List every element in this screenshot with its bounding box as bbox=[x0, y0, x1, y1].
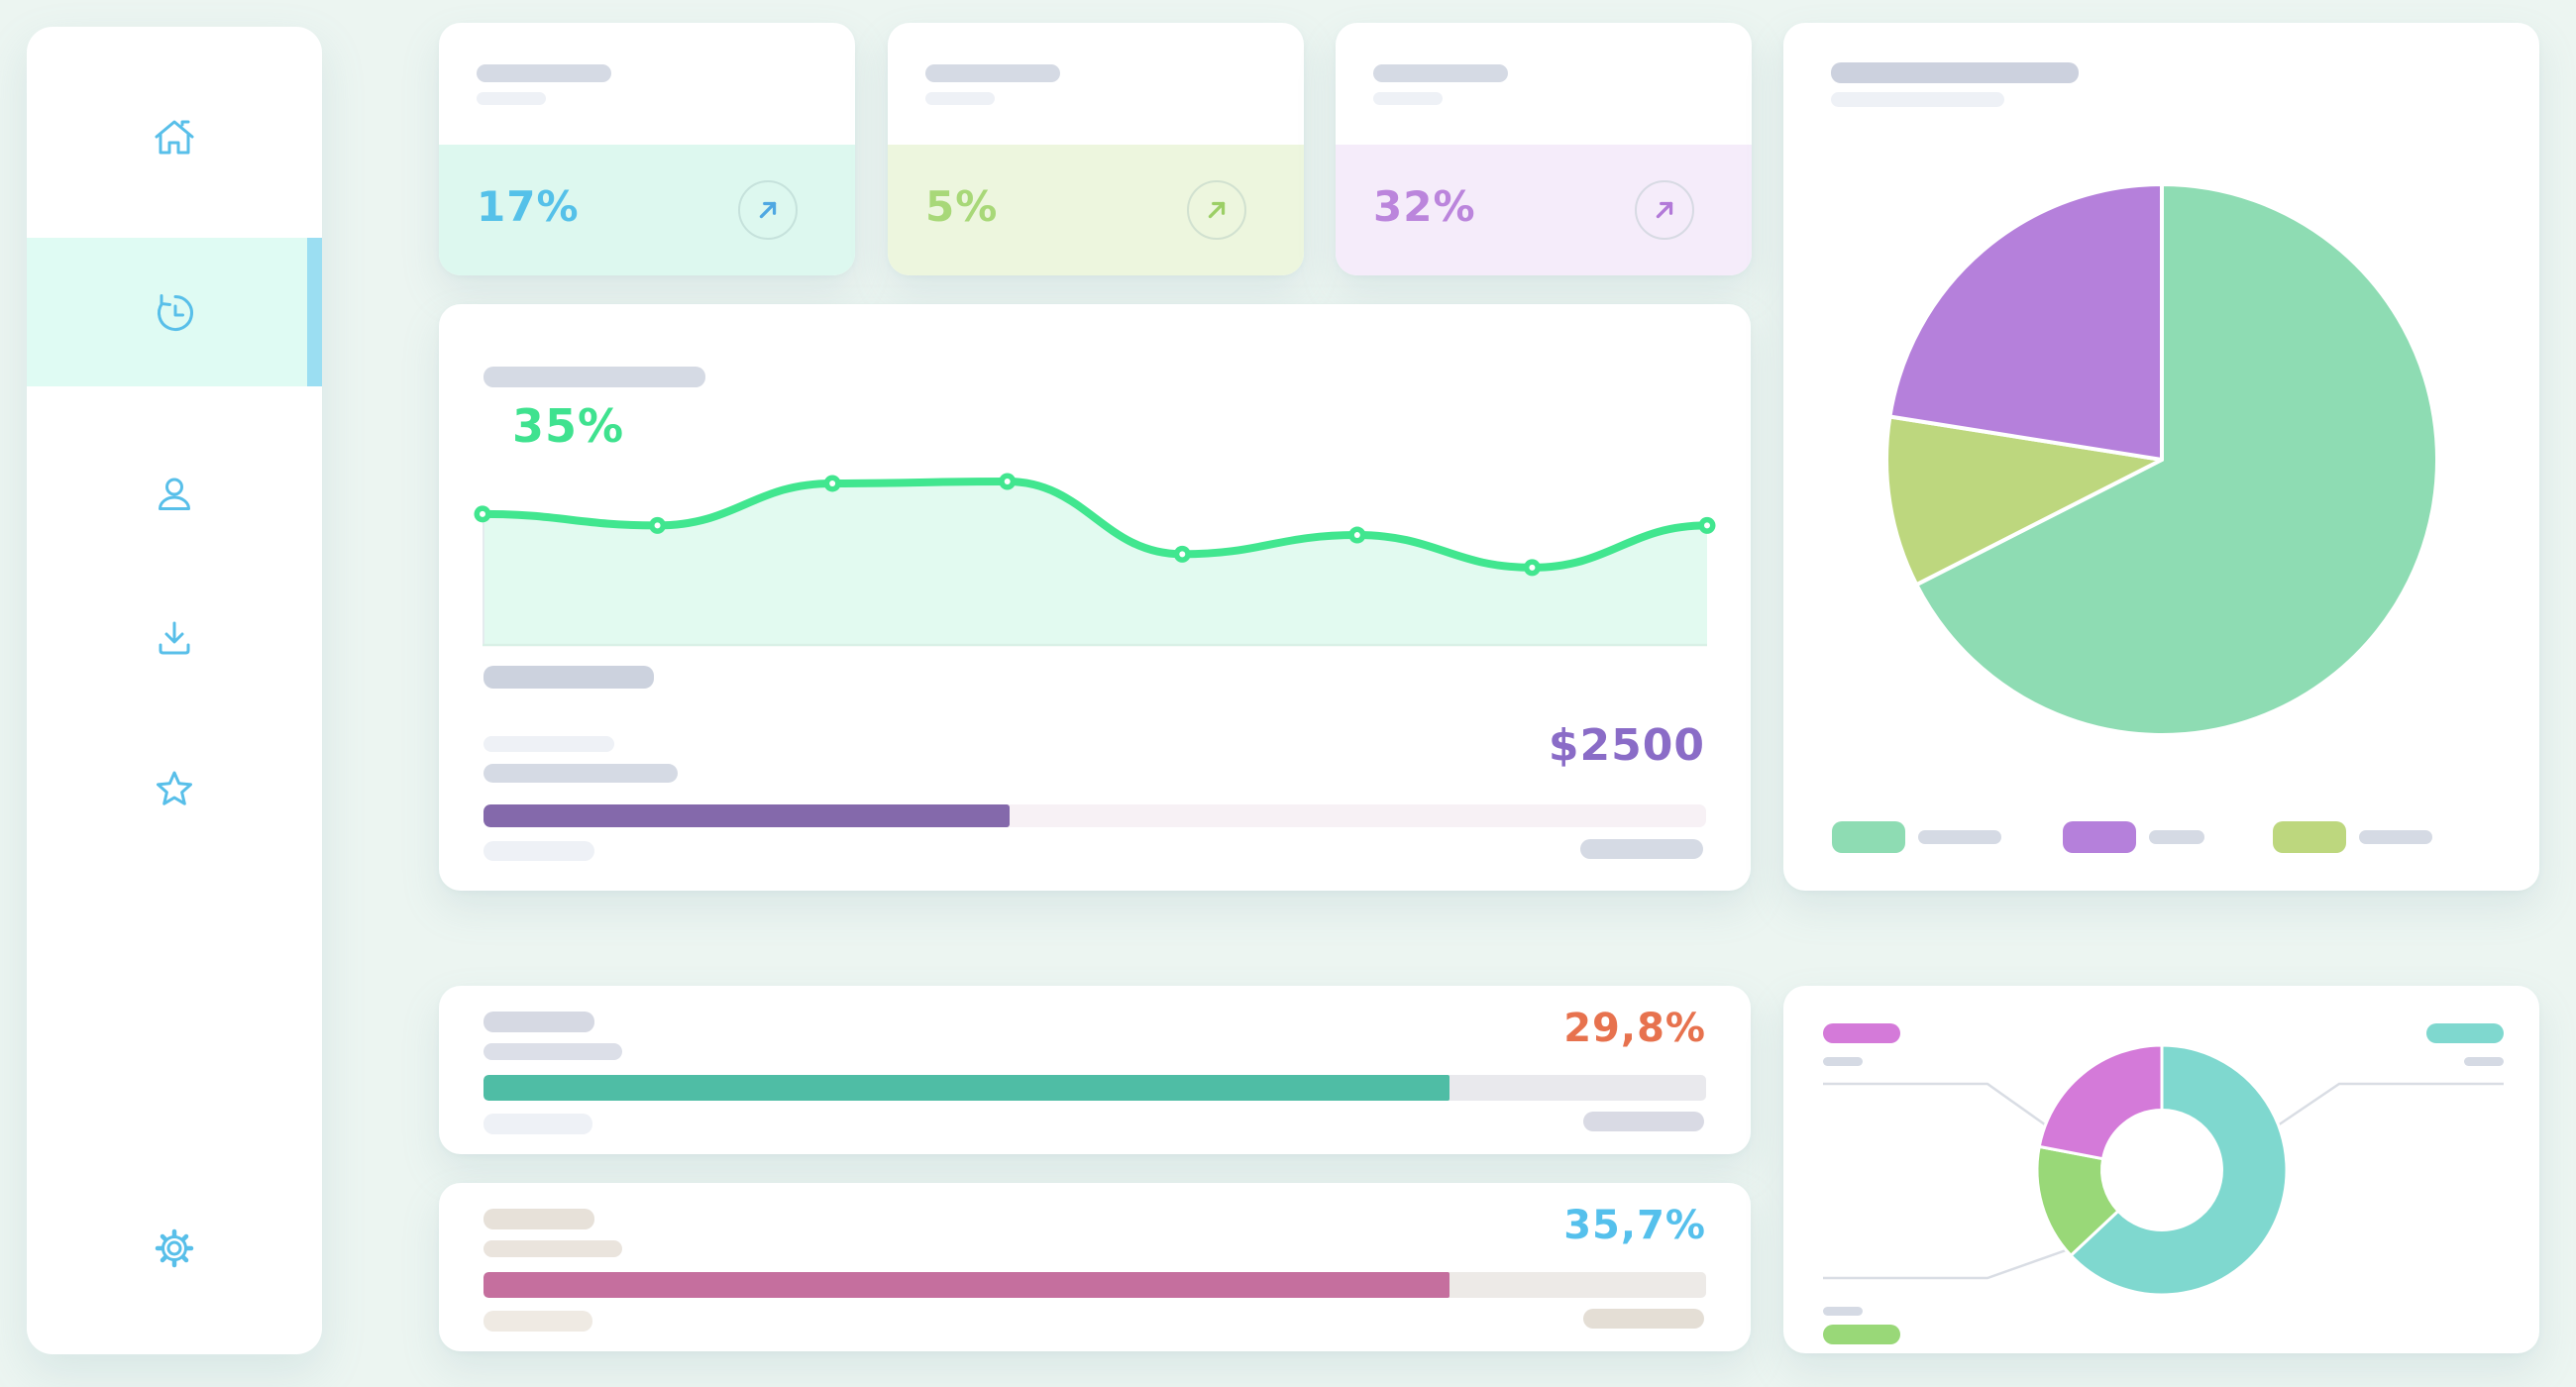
placeholder-bar bbox=[1583, 1112, 1704, 1131]
placeholder-bar bbox=[1373, 64, 1508, 82]
legend-label-placeholder bbox=[1918, 830, 2001, 844]
legend-label-placeholder bbox=[2359, 830, 2432, 844]
sidebar-item-downloads[interactable] bbox=[27, 565, 322, 713]
placeholder-bar bbox=[925, 64, 1060, 82]
legend-item bbox=[2063, 821, 2241, 855]
metric-progress-fill bbox=[483, 1272, 1449, 1298]
star-icon bbox=[157, 771, 192, 805]
stat-value: 17% bbox=[477, 182, 580, 231]
placeholder-bar bbox=[483, 1240, 622, 1257]
placeholder-bar bbox=[483, 764, 678, 783]
legend-swatch-purple bbox=[2063, 821, 2136, 853]
pie-chart-card bbox=[1783, 23, 2539, 891]
stat-highlight: 17% bbox=[439, 145, 855, 275]
stat-trend-button[interactable] bbox=[1187, 180, 1246, 240]
legend-label-placeholder bbox=[1823, 1307, 1863, 1316]
amount-value: $2500 bbox=[1548, 720, 1705, 771]
metric-progress-fill bbox=[483, 1075, 1449, 1101]
home-icon bbox=[155, 120, 194, 155]
placeholder-bar bbox=[925, 92, 995, 105]
stat-card-3: 32% bbox=[1336, 23, 1752, 275]
legend-item bbox=[1832, 821, 2050, 855]
legend-connector-line bbox=[1823, 1247, 2070, 1280]
placeholder-bar bbox=[483, 1209, 594, 1229]
sidebar-item-profile[interactable] bbox=[27, 421, 322, 570]
stat-value: 5% bbox=[925, 182, 999, 231]
metric-value: 29,8% bbox=[1563, 1006, 1706, 1051]
placeholder-bar bbox=[483, 1043, 622, 1060]
stat-value: 32% bbox=[1373, 182, 1476, 231]
placeholder-bar bbox=[477, 92, 546, 105]
gear-icon bbox=[155, 1228, 194, 1268]
legend-connector-line bbox=[1823, 1082, 2050, 1129]
legend-label-placeholder bbox=[1823, 1057, 1863, 1066]
legend-label-placeholder bbox=[2464, 1057, 2504, 1066]
donut-chart bbox=[1823, 1043, 2504, 1297]
arrow-up-right-icon bbox=[1208, 201, 1226, 219]
placeholder-bar bbox=[483, 736, 614, 752]
history-icon bbox=[157, 294, 193, 331]
trend-card: 35% $2500 bbox=[439, 304, 1751, 891]
placeholder-bar bbox=[1583, 1309, 1704, 1329]
stat-card-2: 5% bbox=[888, 23, 1304, 275]
legend-connector-line bbox=[2274, 1082, 2504, 1129]
placeholder-bar bbox=[1373, 92, 1443, 105]
metric-card-a: 29,8% bbox=[439, 986, 1751, 1154]
placeholder-bar bbox=[477, 64, 611, 82]
legend-label-placeholder bbox=[2149, 830, 2204, 844]
legend-swatch-magenta bbox=[1823, 1023, 1900, 1043]
budget-progress-fill bbox=[483, 804, 1010, 827]
sidebar-item-favorites[interactable] bbox=[27, 713, 322, 862]
stat-highlight: 5% bbox=[888, 145, 1304, 275]
placeholder-bar bbox=[483, 367, 705, 387]
metric-progress-bar bbox=[483, 1272, 1706, 1298]
placeholder-bar bbox=[483, 841, 594, 861]
budget-progress-bar bbox=[483, 804, 1706, 827]
stat-card-1: 17% bbox=[439, 23, 855, 275]
placeholder-bar bbox=[483, 1012, 594, 1032]
stat-trend-button[interactable] bbox=[738, 180, 798, 240]
user-icon bbox=[159, 478, 190, 510]
placeholder-bar bbox=[1831, 92, 2004, 107]
download-icon bbox=[159, 621, 190, 655]
area-line-chart bbox=[474, 473, 1716, 647]
sidebar-item-settings[interactable] bbox=[27, 1174, 322, 1323]
legend-swatch-green bbox=[1832, 821, 1905, 853]
metric-progress-bar bbox=[483, 1075, 1706, 1101]
placeholder-bar bbox=[483, 666, 654, 689]
arrow-up-right-icon bbox=[759, 201, 777, 219]
placeholder-bar bbox=[1580, 839, 1703, 859]
active-indicator bbox=[307, 238, 322, 386]
legend-swatch-green bbox=[1823, 1325, 1900, 1344]
stat-highlight: 32% bbox=[1336, 145, 1752, 275]
legend-swatch-yellow-green bbox=[2273, 821, 2346, 853]
pie-chart bbox=[1884, 182, 2439, 737]
metric-value: 35,7% bbox=[1563, 1203, 1706, 1248]
sidebar-item-home[interactable] bbox=[27, 64, 322, 213]
sidebar bbox=[27, 27, 322, 1354]
placeholder-bar bbox=[483, 1114, 592, 1134]
legend-swatch-teal bbox=[2426, 1023, 2504, 1043]
placeholder-bar bbox=[483, 1311, 592, 1332]
sidebar-item-history[interactable] bbox=[27, 238, 322, 386]
legend-item bbox=[2273, 821, 2471, 855]
trend-percentage: 35% bbox=[512, 399, 625, 453]
placeholder-bar bbox=[1831, 62, 2079, 83]
arrow-up-right-icon bbox=[1656, 201, 1673, 219]
metric-card-b: 35,7% bbox=[439, 1183, 1751, 1351]
donut-chart-card bbox=[1783, 986, 2539, 1353]
stat-trend-button[interactable] bbox=[1635, 180, 1694, 240]
